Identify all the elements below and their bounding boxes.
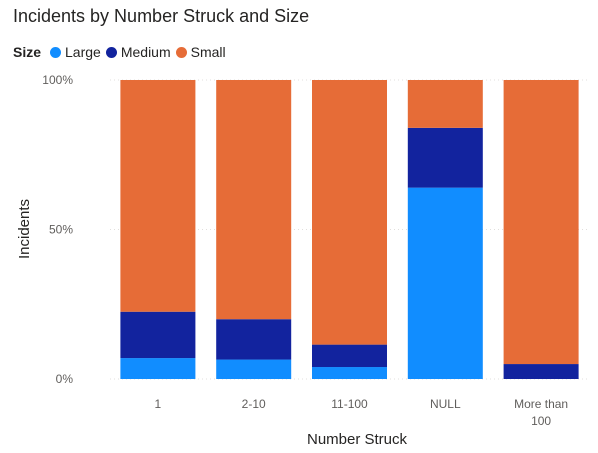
y-tick-label: 50% xyxy=(49,223,73,237)
y-axis-title: Incidents xyxy=(16,199,33,259)
bar-segment-large[interactable] xyxy=(407,187,483,379)
bar-segment-small[interactable] xyxy=(503,80,579,365)
legend-item-medium[interactable]: Medium xyxy=(105,44,171,60)
legend-label-large: Large xyxy=(65,44,101,60)
y-axis-ticks: 0% 50% 100% xyxy=(42,73,73,386)
legend-item-large[interactable]: Large xyxy=(50,44,101,60)
x-axis-title: Number Struck xyxy=(307,431,408,448)
y-tick-label: 100% xyxy=(42,73,73,87)
legend-marker-large xyxy=(50,46,62,58)
x-tick-label: 1 xyxy=(155,397,162,411)
x-tick-label: 2-10 xyxy=(242,397,266,411)
legend: Size Large Medium Small xyxy=(13,44,231,60)
legend-label-medium: Medium xyxy=(120,44,171,60)
bar-segment-large[interactable] xyxy=(312,367,387,379)
bars xyxy=(120,80,579,379)
y-tick-label: 0% xyxy=(56,372,74,386)
bar-segment-small[interactable] xyxy=(216,80,292,320)
legend-label-small: Small xyxy=(190,44,226,60)
legend-marker-small xyxy=(175,46,187,58)
bar-segment-medium[interactable] xyxy=(216,319,292,360)
legend-marker-medium xyxy=(105,46,117,58)
bar-segment-medium[interactable] xyxy=(407,127,483,188)
legend-title: Size xyxy=(13,44,42,60)
bar-segment-small[interactable] xyxy=(312,80,387,345)
bar-segment-large[interactable] xyxy=(120,358,196,379)
bar-segment-medium[interactable] xyxy=(503,364,579,379)
bar-segment-small[interactable] xyxy=(120,80,196,312)
legend-item-small[interactable]: Small xyxy=(175,44,226,60)
x-tick-label: NULL xyxy=(430,397,461,411)
bar-segment-small[interactable] xyxy=(407,80,483,128)
bar-segment-medium[interactable] xyxy=(312,344,387,368)
bar-segment-large[interactable] xyxy=(216,359,292,379)
chart-title: Incidents by Number Struck and Size xyxy=(13,6,310,26)
x-tick-label: 11-100 xyxy=(331,397,368,411)
x-tick-label: More than 100 xyxy=(514,397,568,428)
bar-segment-medium[interactable] xyxy=(120,311,196,359)
x-axis-ticks: 1 2-10 11-100 NULL More than 100 xyxy=(155,397,569,428)
